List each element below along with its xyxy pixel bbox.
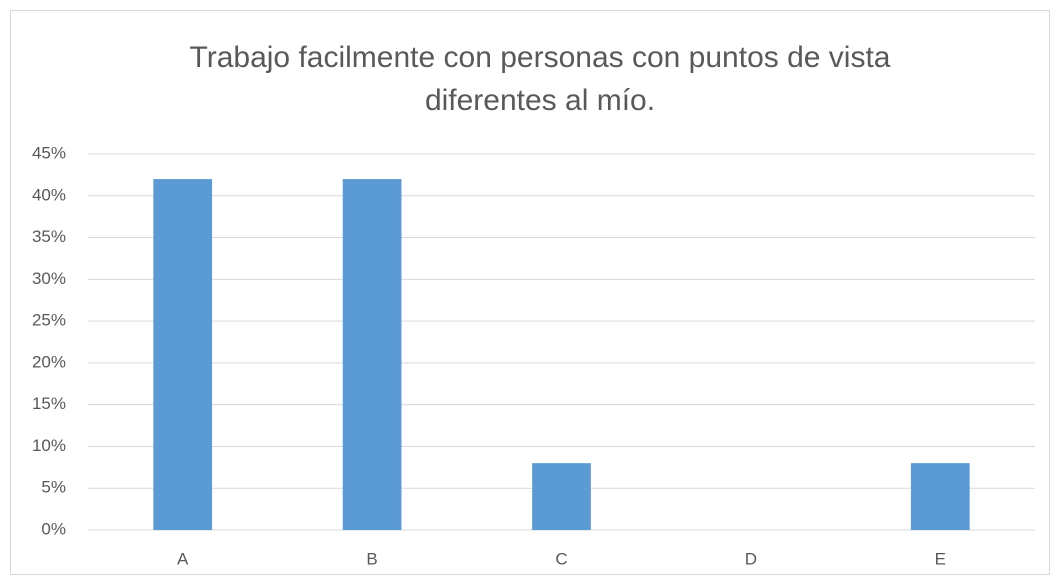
bar: [910, 463, 970, 530]
y-tick-label: 15%: [32, 394, 66, 413]
x-tick-label: A: [177, 549, 189, 568]
bar: [153, 179, 213, 531]
bar: [532, 463, 591, 530]
y-tick-label: 45%: [32, 143, 66, 162]
chart-title: Trabajo facilmente con personas con punt…: [189, 41, 891, 117]
y-tick-label: 25%: [32, 311, 66, 330]
x-tick-label: C: [555, 549, 567, 568]
y-tick-label: 20%: [32, 352, 66, 371]
x-tick-label: E: [935, 549, 946, 568]
x-tick-label: B: [366, 549, 377, 568]
y-tick-label: 10%: [32, 436, 66, 455]
y-tick-label: 40%: [32, 185, 66, 204]
bar: [342, 179, 402, 531]
y-tick-label: 30%: [32, 269, 66, 288]
y-tick-label: 5%: [41, 478, 66, 497]
y-tick-label: 35%: [32, 227, 66, 246]
y-tick-label: 0%: [41, 519, 66, 538]
x-tick-label: D: [745, 549, 757, 568]
